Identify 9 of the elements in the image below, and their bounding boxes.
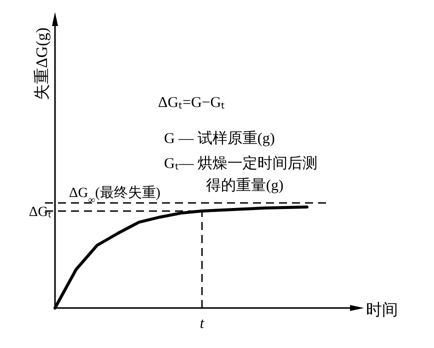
x-axis-title: 时间 <box>366 301 398 319</box>
text: ΔGₜ=G−Gₜ <box>158 95 226 111</box>
ref-line-label: ΔG$_{∞}$(最终失重) <box>69 184 161 206</box>
text: Gₜ— 烘燥一定时间后测 <box>164 155 318 172</box>
text: 得的重量(g) <box>206 177 284 194</box>
ref-line-label: ΔGₜ <box>28 205 52 220</box>
text: t <box>200 316 205 332</box>
text: G — 试样原重(g) <box>164 130 275 147</box>
text: 失重ΔG(g) <box>33 28 51 100</box>
